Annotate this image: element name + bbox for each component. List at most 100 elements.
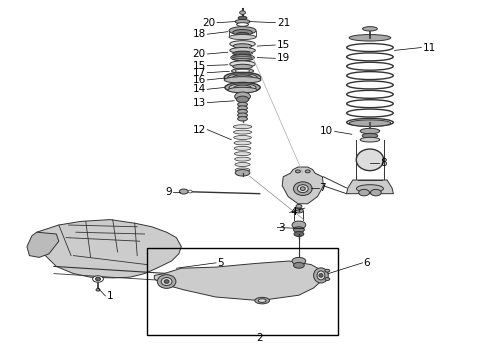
Text: 14: 14 bbox=[193, 84, 206, 94]
Ellipse shape bbox=[234, 136, 251, 140]
Text: 12: 12 bbox=[193, 125, 206, 135]
Ellipse shape bbox=[229, 27, 256, 35]
Ellipse shape bbox=[370, 189, 381, 196]
Ellipse shape bbox=[234, 152, 251, 156]
Ellipse shape bbox=[294, 227, 304, 233]
Ellipse shape bbox=[238, 113, 247, 117]
Ellipse shape bbox=[188, 190, 192, 193]
Ellipse shape bbox=[319, 274, 323, 277]
Text: 6: 6 bbox=[364, 258, 370, 268]
Ellipse shape bbox=[161, 278, 172, 285]
Ellipse shape bbox=[296, 204, 302, 208]
Ellipse shape bbox=[179, 189, 188, 194]
Ellipse shape bbox=[238, 117, 247, 121]
Ellipse shape bbox=[233, 75, 252, 80]
Polygon shape bbox=[346, 180, 393, 194]
Ellipse shape bbox=[238, 106, 247, 110]
Ellipse shape bbox=[356, 149, 384, 171]
Ellipse shape bbox=[300, 187, 305, 190]
Text: 17: 17 bbox=[193, 68, 206, 78]
Text: 21: 21 bbox=[277, 18, 290, 28]
Text: 10: 10 bbox=[320, 126, 333, 136]
Ellipse shape bbox=[232, 69, 254, 73]
Ellipse shape bbox=[349, 35, 391, 41]
Text: 4: 4 bbox=[291, 207, 297, 217]
Ellipse shape bbox=[362, 133, 378, 138]
Text: 9: 9 bbox=[165, 186, 172, 197]
Ellipse shape bbox=[233, 64, 252, 69]
Ellipse shape bbox=[235, 69, 250, 73]
Ellipse shape bbox=[234, 141, 251, 145]
Polygon shape bbox=[32, 220, 181, 278]
Text: 5: 5 bbox=[217, 258, 224, 268]
Ellipse shape bbox=[325, 269, 330, 272]
Ellipse shape bbox=[356, 185, 384, 193]
Ellipse shape bbox=[292, 221, 306, 229]
Ellipse shape bbox=[228, 87, 257, 93]
Text: 13: 13 bbox=[193, 98, 206, 108]
Ellipse shape bbox=[93, 276, 103, 282]
Ellipse shape bbox=[231, 54, 254, 61]
Ellipse shape bbox=[157, 275, 176, 288]
Ellipse shape bbox=[238, 16, 247, 20]
Ellipse shape bbox=[230, 61, 255, 67]
Text: 8: 8 bbox=[380, 158, 387, 168]
Ellipse shape bbox=[238, 102, 247, 107]
Ellipse shape bbox=[230, 48, 255, 53]
Ellipse shape bbox=[258, 299, 266, 302]
Ellipse shape bbox=[359, 189, 369, 196]
Text: 11: 11 bbox=[422, 42, 436, 53]
Polygon shape bbox=[27, 232, 59, 257]
Ellipse shape bbox=[325, 278, 330, 280]
Text: 16: 16 bbox=[193, 75, 206, 85]
Polygon shape bbox=[282, 167, 323, 204]
Ellipse shape bbox=[96, 277, 100, 281]
Text: 19: 19 bbox=[277, 53, 290, 63]
Ellipse shape bbox=[297, 185, 308, 193]
Ellipse shape bbox=[314, 268, 328, 283]
Text: 20: 20 bbox=[202, 18, 216, 28]
Ellipse shape bbox=[317, 271, 325, 280]
Ellipse shape bbox=[255, 297, 270, 304]
Ellipse shape bbox=[235, 19, 250, 24]
Text: 3: 3 bbox=[278, 222, 285, 233]
Ellipse shape bbox=[294, 182, 312, 195]
Ellipse shape bbox=[234, 85, 251, 90]
Ellipse shape bbox=[237, 23, 248, 26]
Ellipse shape bbox=[225, 82, 260, 93]
Ellipse shape bbox=[96, 289, 100, 291]
Ellipse shape bbox=[363, 27, 377, 31]
Ellipse shape bbox=[235, 163, 250, 166]
Text: 1: 1 bbox=[106, 291, 113, 301]
Ellipse shape bbox=[292, 257, 306, 265]
Ellipse shape bbox=[233, 30, 252, 35]
Ellipse shape bbox=[295, 170, 300, 173]
Polygon shape bbox=[154, 261, 323, 301]
Text: 15: 15 bbox=[193, 60, 206, 71]
Ellipse shape bbox=[233, 125, 252, 129]
Ellipse shape bbox=[224, 77, 261, 83]
Ellipse shape bbox=[238, 109, 247, 114]
Ellipse shape bbox=[235, 170, 250, 176]
Ellipse shape bbox=[305, 170, 310, 173]
Ellipse shape bbox=[235, 157, 250, 161]
Ellipse shape bbox=[237, 32, 249, 36]
Ellipse shape bbox=[233, 130, 252, 134]
Ellipse shape bbox=[224, 72, 261, 82]
Ellipse shape bbox=[229, 35, 256, 40]
Ellipse shape bbox=[234, 146, 251, 150]
Ellipse shape bbox=[360, 138, 380, 142]
Ellipse shape bbox=[164, 280, 169, 283]
Ellipse shape bbox=[229, 84, 256, 91]
Text: 7: 7 bbox=[319, 183, 326, 193]
Text: 20: 20 bbox=[193, 49, 206, 59]
Ellipse shape bbox=[360, 129, 380, 134]
Text: 18: 18 bbox=[193, 29, 206, 39]
Ellipse shape bbox=[349, 120, 391, 126]
Text: 2: 2 bbox=[256, 333, 263, 343]
Ellipse shape bbox=[228, 74, 257, 81]
Ellipse shape bbox=[294, 208, 303, 213]
Ellipse shape bbox=[235, 168, 250, 172]
Text: 15: 15 bbox=[277, 40, 290, 50]
Ellipse shape bbox=[233, 44, 252, 49]
